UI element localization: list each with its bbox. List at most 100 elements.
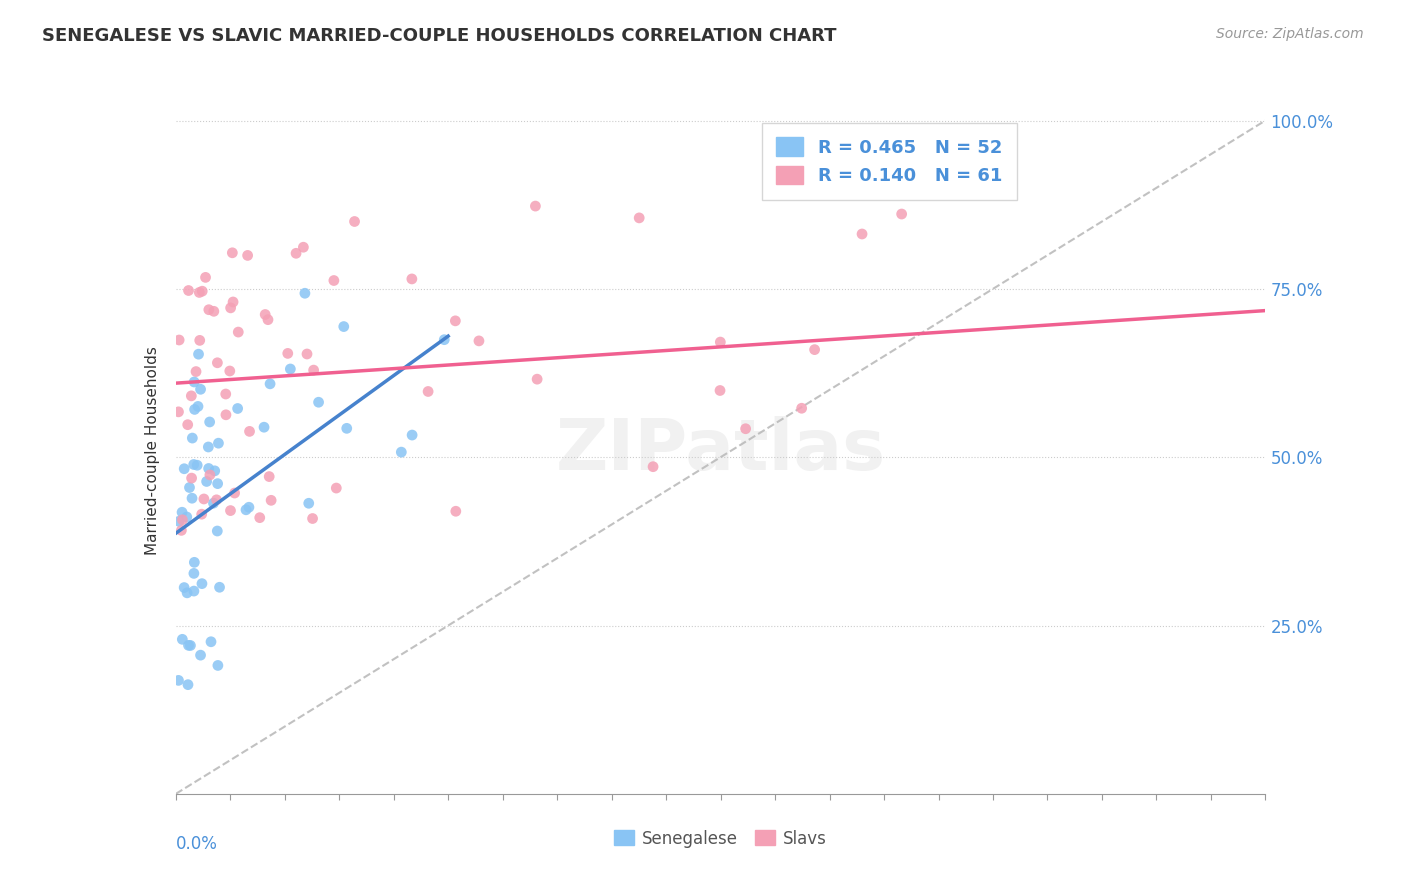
Point	[186, 458, 208, 473]
Point	[709, 334, 731, 349]
Point	[207, 658, 229, 673]
Point	[173, 462, 195, 476]
Point	[184, 365, 207, 379]
Point	[336, 421, 359, 435]
Point	[468, 334, 491, 348]
Point	[401, 428, 423, 442]
Point	[308, 395, 330, 409]
Point	[292, 240, 315, 254]
Point	[226, 401, 249, 416]
Point	[205, 492, 228, 507]
Point	[187, 347, 209, 361]
Point	[280, 362, 302, 376]
Point	[197, 461, 219, 475]
Point	[257, 469, 280, 483]
Point	[183, 584, 205, 599]
Point	[851, 227, 873, 241]
Point	[277, 346, 299, 360]
Point	[183, 402, 205, 417]
Point	[172, 632, 194, 647]
Point	[416, 384, 439, 399]
Point	[167, 405, 190, 419]
Text: Source: ZipAtlas.com: Source: ZipAtlas.com	[1216, 27, 1364, 41]
Point	[325, 481, 347, 495]
Point	[259, 376, 281, 391]
Point	[526, 372, 548, 386]
Point	[177, 284, 200, 298]
Point	[224, 486, 246, 500]
Point	[172, 513, 194, 527]
Point	[709, 384, 731, 398]
Point	[180, 389, 202, 403]
Point	[200, 634, 222, 648]
Text: 0.0%: 0.0%	[176, 835, 218, 853]
Point	[215, 387, 238, 401]
Text: SENEGALESE VS SLAVIC MARRIED-COUPLE HOUSEHOLDS CORRELATION CHART: SENEGALESE VS SLAVIC MARRIED-COUPLE HOUS…	[42, 27, 837, 45]
Point	[187, 400, 209, 414]
Legend: Senegalese, Slavs: Senegalese, Slavs	[607, 823, 834, 855]
Point	[208, 580, 231, 594]
Point	[177, 638, 200, 652]
Point	[202, 304, 225, 318]
Point	[790, 401, 813, 416]
Point	[180, 471, 202, 485]
Point	[444, 504, 467, 518]
Point	[401, 272, 423, 286]
Point	[332, 319, 354, 334]
Point	[207, 476, 229, 491]
Point	[298, 496, 321, 510]
Point	[207, 356, 229, 370]
Point	[207, 436, 229, 450]
Point	[167, 673, 190, 688]
Point	[190, 648, 212, 662]
Point	[524, 199, 547, 213]
Point	[236, 248, 259, 262]
Point	[295, 347, 318, 361]
Point	[253, 420, 276, 434]
Point	[238, 500, 260, 515]
Point	[294, 286, 316, 301]
Point	[167, 514, 190, 528]
Point	[260, 493, 283, 508]
Point	[190, 382, 212, 396]
Point	[221, 245, 243, 260]
Point	[202, 496, 225, 510]
Point	[219, 503, 242, 517]
Point	[176, 510, 198, 524]
Point	[194, 270, 217, 285]
Point	[215, 408, 238, 422]
Point	[734, 422, 756, 436]
Point	[167, 333, 190, 347]
Point	[257, 312, 280, 326]
Point	[179, 639, 201, 653]
Point	[179, 481, 201, 495]
Point	[433, 333, 456, 347]
Point	[301, 511, 323, 525]
Point	[177, 417, 200, 432]
Point	[389, 445, 412, 459]
Point	[198, 415, 221, 429]
Point	[183, 375, 205, 389]
Point	[285, 246, 308, 260]
Point	[183, 566, 205, 581]
Point	[173, 581, 195, 595]
Point	[222, 295, 245, 310]
Point	[198, 302, 221, 317]
Point	[204, 464, 226, 478]
Point	[444, 314, 467, 328]
Point	[249, 510, 271, 524]
Point	[207, 524, 229, 538]
Point	[183, 458, 205, 472]
Point	[226, 325, 249, 339]
Point	[181, 431, 204, 445]
Text: ZIPatlas: ZIPatlas	[555, 416, 886, 485]
Point	[219, 301, 242, 315]
Point	[197, 440, 219, 454]
Point	[191, 284, 214, 298]
Point	[254, 308, 277, 322]
Point	[190, 507, 212, 521]
Point	[177, 678, 200, 692]
Point	[170, 524, 193, 538]
Point	[235, 503, 257, 517]
Point	[181, 491, 204, 506]
